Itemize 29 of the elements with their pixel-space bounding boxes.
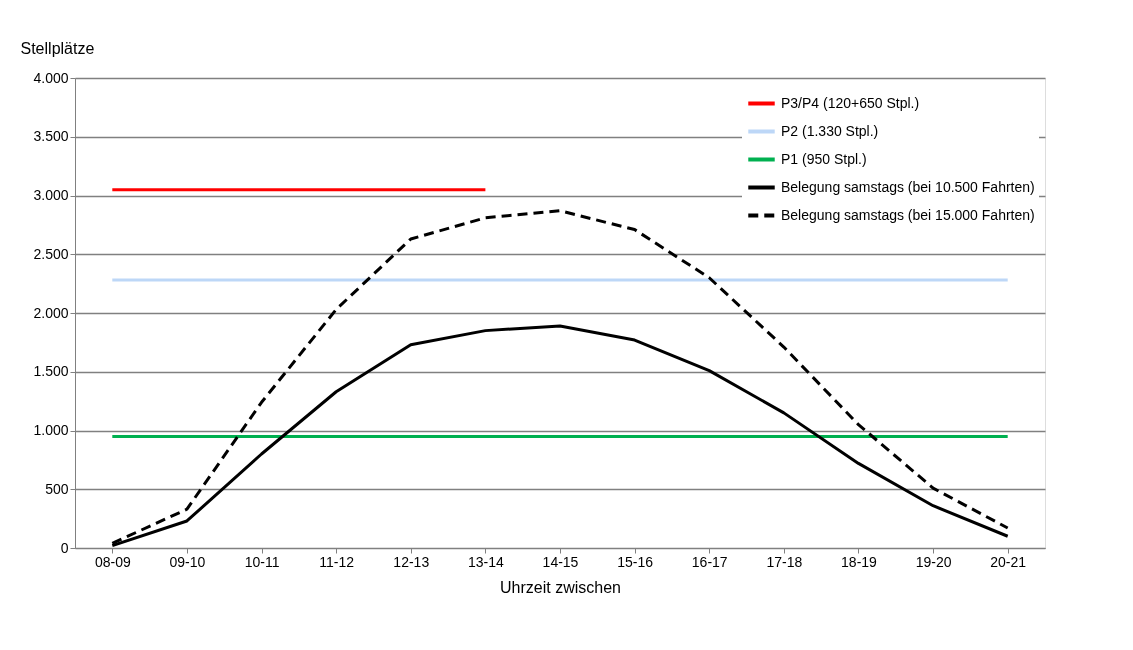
x-tick-label: 08-09 [94, 553, 131, 570]
x-tick-label: 18-19 [841, 553, 878, 570]
legend-label: P3/P4 (120+650 Stpl.) [781, 94, 920, 111]
y-tick-label: 1.500 [33, 363, 69, 380]
x-tick-label: 09-10 [169, 553, 206, 570]
y-tick-label: 1.000 [33, 422, 69, 438]
x-tick-label: 11-12 [319, 553, 355, 570]
x-tick-label: 20-21 [990, 553, 1027, 570]
x-tick-label: 10-11 [244, 553, 280, 570]
legend-label: Belegung samstags (bei 15.000 Fahrten) [781, 206, 1035, 223]
x-tick-label: 17-18 [766, 553, 803, 570]
x-axis-title: Uhrzeit zwischen [500, 578, 621, 596]
y-tick-label: 4.000 [33, 69, 69, 86]
y-tick-label: 3.500 [33, 128, 69, 145]
legend-label: P2 (1.330 Stpl.) [781, 122, 879, 139]
y-tick-label: 500 [45, 480, 69, 497]
y-tick-label: 3.000 [33, 187, 69, 203]
x-tick-label: 14-15 [542, 553, 579, 570]
x-tick-label: 19-20 [915, 553, 952, 570]
y-tick-label: 2.000 [33, 304, 69, 321]
y-tick-label: 0 [60, 539, 69, 556]
x-tick-label: 15-16 [617, 553, 654, 570]
x-tick-label: 13-14 [467, 553, 504, 570]
legend-label: P1 (950 Stpl.) [781, 150, 867, 167]
y-axis-title: Stellplätze [20, 39, 95, 57]
x-tick-label: 16-17 [691, 553, 728, 570]
legend-label: Belegung samstags (bei 10.500 Fahrten) [781, 178, 1035, 195]
y-tick-label: 2.500 [33, 245, 69, 262]
x-tick-label: 12-13 [393, 553, 430, 570]
